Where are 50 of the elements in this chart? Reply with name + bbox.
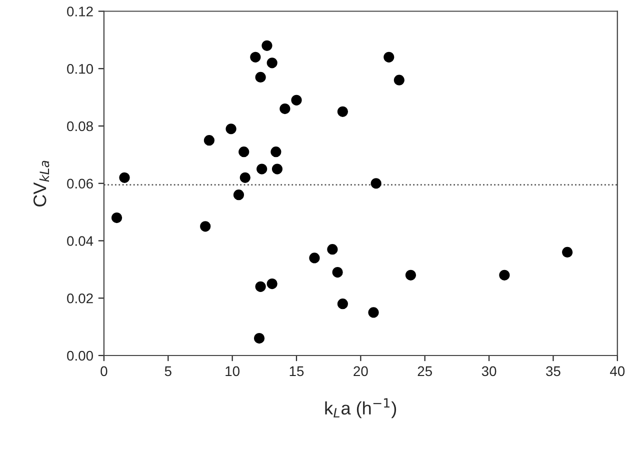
point xyxy=(270,146,282,158)
x-tick-label: 35 xyxy=(546,366,560,376)
point xyxy=(332,267,343,278)
point xyxy=(337,106,348,117)
point xyxy=(384,52,394,62)
y-tick-label: 0.02 xyxy=(67,293,93,304)
point xyxy=(238,146,250,158)
point xyxy=(309,252,320,264)
y-tick-label: 0.06 xyxy=(67,178,93,189)
point xyxy=(254,332,265,344)
point xyxy=(394,74,404,86)
y-tick-label: 0.10 xyxy=(67,64,93,74)
y-tick-label: 0.12 xyxy=(67,6,93,16)
x-tick-label: 40 xyxy=(610,366,625,376)
point xyxy=(111,212,122,224)
x-tick-label: 15 xyxy=(290,366,304,376)
point xyxy=(272,164,283,174)
point xyxy=(266,278,278,290)
point xyxy=(337,298,348,310)
point xyxy=(233,190,244,200)
x-tick-label: 25 xyxy=(418,366,432,376)
point xyxy=(405,270,416,280)
point xyxy=(368,307,379,318)
point xyxy=(240,172,250,183)
point xyxy=(226,124,236,134)
point xyxy=(291,94,302,106)
point xyxy=(266,58,278,68)
point xyxy=(370,178,382,189)
x-tick-label: 30 xyxy=(482,366,496,376)
x-tick-label: 20 xyxy=(354,366,368,376)
point xyxy=(262,40,272,51)
x-axis-title: k$_{L}$a (h$^{−1}$) xyxy=(325,398,396,418)
point xyxy=(327,244,338,255)
point xyxy=(250,52,261,62)
point xyxy=(280,103,290,114)
point xyxy=(499,270,510,280)
point xyxy=(562,246,573,258)
point xyxy=(255,72,266,83)
point xyxy=(119,172,130,183)
point xyxy=(256,164,268,174)
point xyxy=(255,281,266,292)
point xyxy=(200,221,211,232)
y-axis-title: CV$_{kLa}$ xyxy=(33,160,50,206)
y-tick-label: 0.00 xyxy=(67,350,93,361)
point xyxy=(204,135,215,146)
y-tick-label: 0.04 xyxy=(67,236,94,246)
x-tick-label: 10 xyxy=(226,366,240,376)
y-tick-label: 0.08 xyxy=(67,121,93,132)
x-tick-label: 5 xyxy=(164,366,172,376)
x-tick-label: 0 xyxy=(100,366,108,376)
